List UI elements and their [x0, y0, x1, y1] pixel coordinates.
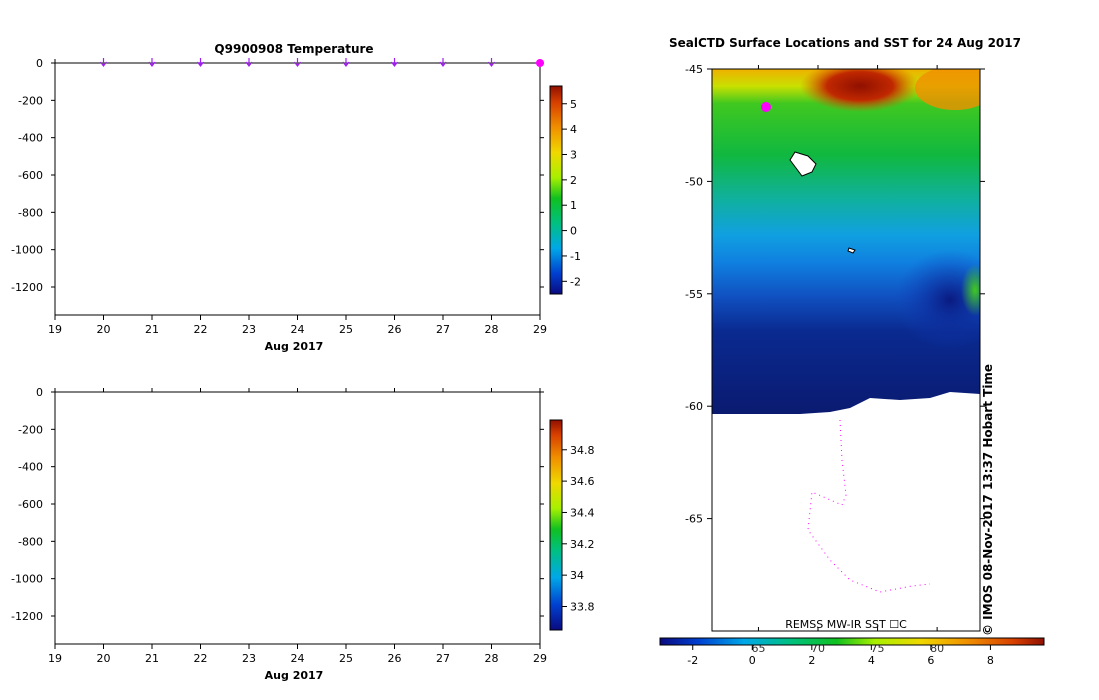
x-tick-label: 22 [194, 323, 208, 336]
x-tick-label: 21 [145, 652, 159, 665]
colorbar-tick-label: 34 [570, 569, 584, 582]
y-tick-label: -200 [18, 94, 43, 107]
x-tick-label: 28 [485, 652, 499, 665]
profile-marker [391, 58, 398, 67]
colorbar-tick-label: 2 [570, 174, 577, 187]
x-tick-label: 26 [388, 323, 402, 336]
y-tick-label: -600 [18, 498, 43, 511]
colorbar-tick-label: -2 [570, 275, 581, 288]
y-tick-label: -200 [18, 423, 43, 436]
x-tick-label: 29 [533, 323, 547, 336]
sst-colorbar-label: 0 [749, 654, 756, 667]
colorbar-tick-label: 34.4 [570, 506, 595, 519]
colorbar-tick-label: 1 [570, 199, 577, 212]
temperature-xlabel: Aug 2017 [265, 340, 324, 353]
cold-anomaly [895, 250, 980, 350]
x-tick-label: 24 [291, 323, 305, 336]
x-tick-label: 23 [242, 323, 256, 336]
x-tick-label: 19 [48, 652, 62, 665]
x-tick-label: 29 [533, 652, 547, 665]
profile-marker [245, 58, 253, 67]
y-tick-label: -1200 [11, 610, 43, 623]
lat-tick-label: -55 [685, 288, 703, 301]
y-tick-label: 0 [36, 386, 43, 399]
sst-product-label: REMSS MW-IR SST ☐C [785, 618, 907, 631]
x-tick-label: 25 [339, 323, 353, 336]
profile-marker [148, 58, 156, 67]
temperature-panel: Q9900908 Temperature 0 -200 -400 -600 -800 -1… [11, 42, 581, 353]
x-tick-label: 27 [436, 323, 450, 336]
map-frame [711, 68, 981, 632]
warm-anomaly [800, 69, 920, 112]
y-tick-label: -1000 [11, 573, 43, 586]
colorbar-tick-label: 34.8 [570, 444, 595, 457]
kerguelen-island [789, 151, 817, 177]
temperature-title: Q9900908 Temperature [214, 42, 373, 56]
y-tick-label: -400 [18, 461, 43, 474]
salinity-colorbar [549, 419, 563, 631]
x-tick-label: 27 [436, 652, 450, 665]
x-tick-label: 22 [194, 652, 208, 665]
colorbar-tick-label: 4 [570, 123, 577, 136]
salinity-axes-frame [54, 391, 541, 645]
temperature-axes-frame [54, 62, 541, 316]
y-tick-label: -1200 [11, 281, 43, 294]
sst-map-panel: SealCTD Surface Locations and SST for 24… [659, 36, 1045, 667]
imos-credit: © IMOS 08-Nov-2017 13:37 Hobart Time [981, 364, 995, 636]
seal-position [761, 102, 771, 112]
x-tick-label: 26 [388, 652, 402, 665]
lat-tick-label: -50 [685, 175, 703, 188]
y-tick-label: -1000 [11, 244, 43, 257]
warm-edge [915, 69, 980, 110]
x-tick-label: 23 [242, 652, 256, 665]
sst-colorbar-label: 6 [927, 654, 934, 667]
sst-colorbar-label: -2 [687, 654, 698, 667]
colorbar-tick-label: 33.8 [570, 600, 595, 613]
y-tick-label: -600 [18, 169, 43, 182]
colorbar-tick-label: 0 [570, 225, 577, 238]
profile-marker [100, 58, 107, 67]
heard-island [847, 247, 856, 254]
sst-colorbar [659, 637, 1045, 646]
colorbar-tick-label: -1 [570, 250, 581, 263]
x-tick-label: 19 [48, 323, 62, 336]
profile-marker [439, 58, 447, 67]
x-tick-label: 25 [339, 652, 353, 665]
lat-tick-label: -60 [685, 400, 703, 413]
x-tick-label: 20 [97, 652, 111, 665]
green-anomaly [961, 264, 980, 316]
map-title: SealCTD Surface Locations and SST for 24… [669, 36, 1021, 50]
salinity-panel: 0 -200 -400 -600 -800 -1000 -1200 19 20 21 22 23 24… [11, 386, 594, 682]
temperature-colorbar [549, 85, 563, 295]
colorbar-tick-label: 34.2 [570, 538, 595, 551]
colorbar-tick-label: 5 [570, 98, 577, 111]
salinity-xlabel: Aug 2017 [265, 669, 324, 682]
x-tick-label: 24 [291, 652, 305, 665]
sst-colorbar-label: 4 [868, 654, 875, 667]
colorbar-tick-label: 3 [570, 148, 577, 161]
seal-track [807, 419, 931, 593]
x-tick-label: 28 [485, 323, 499, 336]
profile-marker [488, 58, 495, 67]
x-tick-label: 21 [145, 323, 159, 336]
sst-field [712, 69, 980, 631]
no-data-region [712, 392, 980, 631]
y-tick-label: 0 [36, 57, 43, 70]
x-tick-label: 20 [97, 323, 111, 336]
lat-tick-label: -65 [685, 513, 703, 526]
profile-marker [342, 58, 350, 67]
sst-colorbar-label: 8 [987, 654, 994, 667]
profile-marker [294, 58, 301, 67]
sst-gradient [712, 69, 980, 414]
colorbar-tick-label: 34.6 [570, 475, 595, 488]
y-tick-label: -400 [18, 132, 43, 145]
latest-profile-marker [536, 59, 544, 67]
lat-tick-label: -45 [685, 63, 703, 76]
y-tick-label: -800 [18, 206, 43, 219]
sst-colorbar-label: 2 [808, 654, 815, 667]
profile-marker [197, 58, 204, 67]
y-tick-label: -800 [18, 535, 43, 548]
